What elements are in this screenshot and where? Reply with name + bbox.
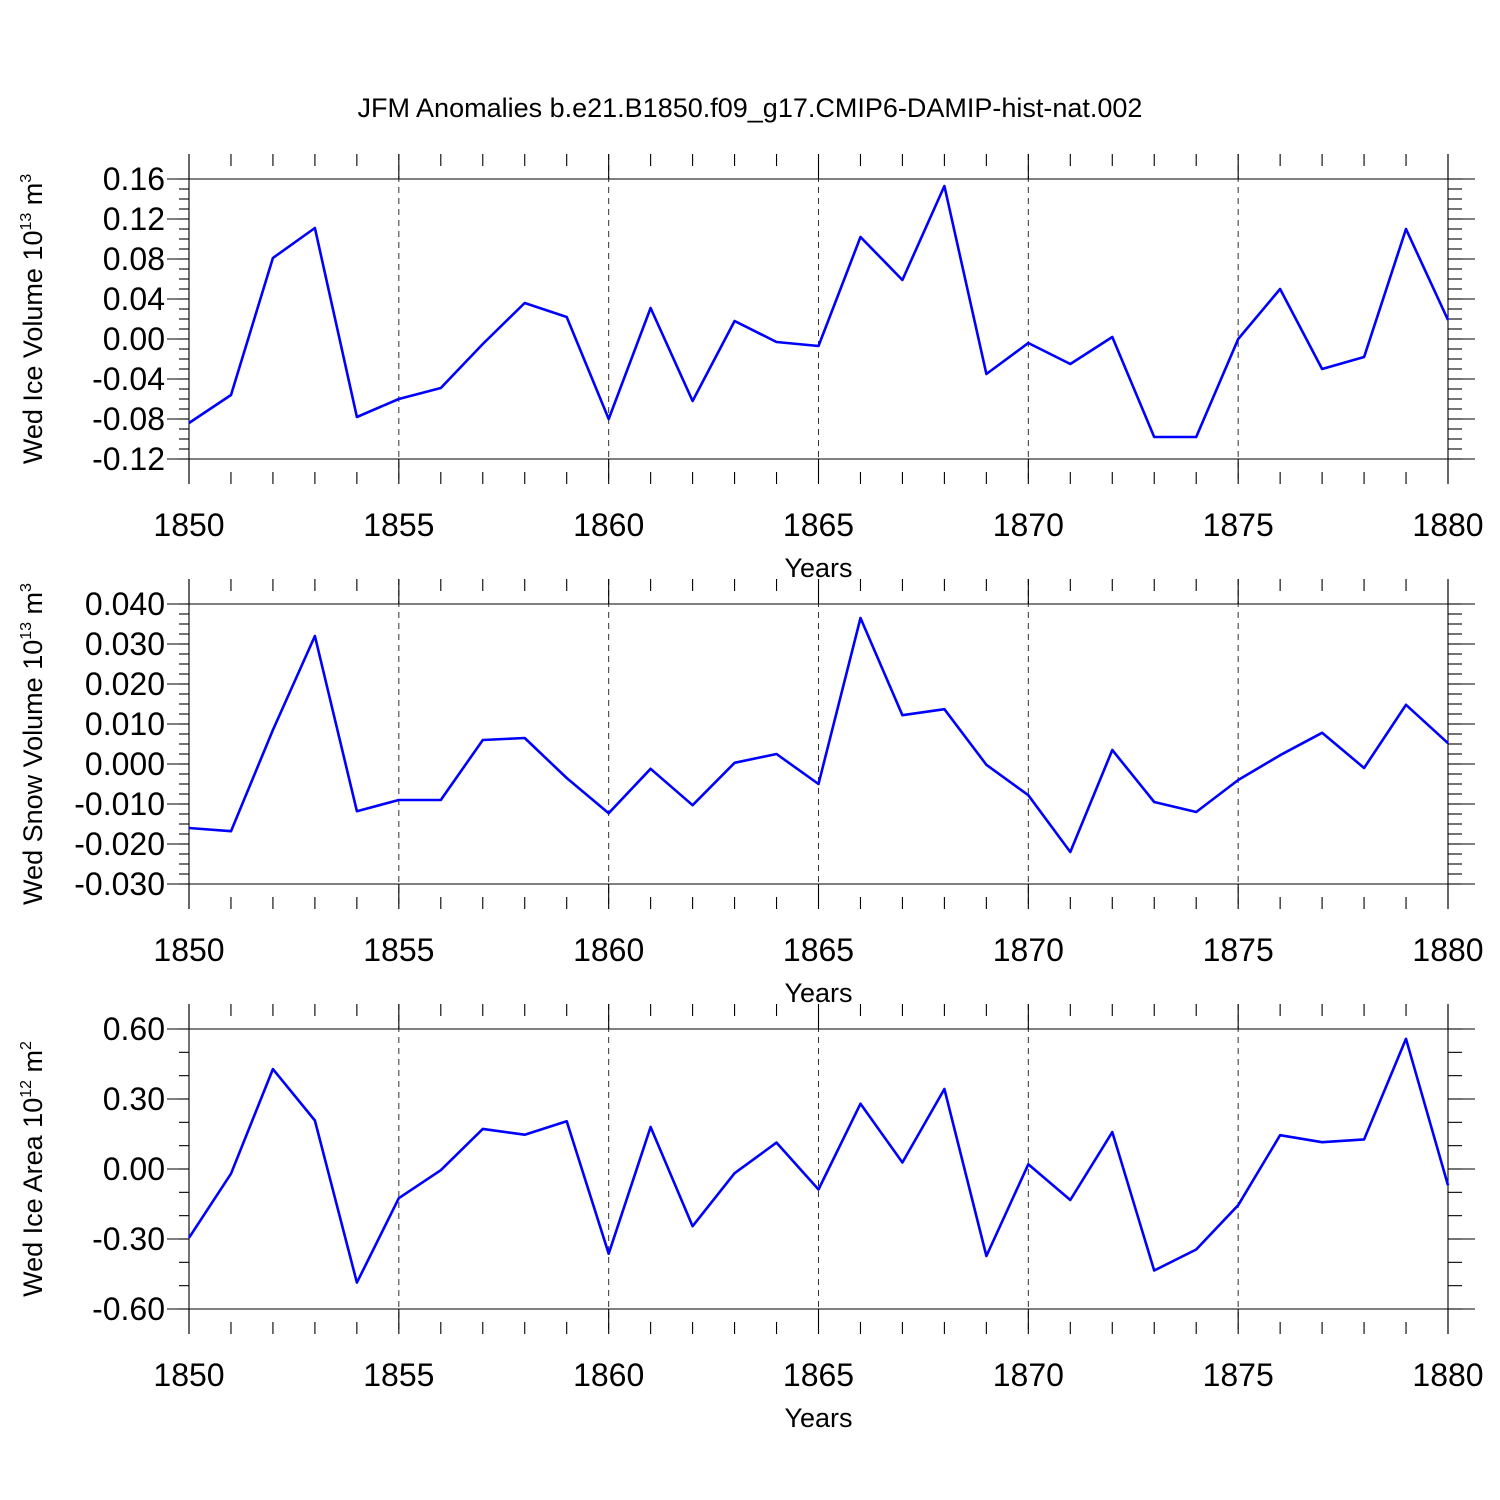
panel1-y-axis-title-unit: m	[18, 592, 48, 622]
panel2-ytick-label: 0.30	[103, 1081, 165, 1117]
panel1-ytick-label: 0.000	[85, 746, 165, 782]
panel1-ytick-label: -0.010	[74, 786, 165, 822]
panel1-ytick-label: -0.030	[74, 866, 165, 902]
panel1-xtick-label: 1850	[153, 932, 224, 968]
panel2-series-line	[187, 1037, 1450, 1284]
panel0-y-axis-title-exp: 13	[18, 213, 35, 231]
panel0-xtick-label: 1875	[1203, 507, 1274, 543]
panel0-ytick-label: 0.04	[103, 281, 165, 317]
panel1-y-axis-title: Wed Snow Volume 1013 m3	[18, 583, 48, 905]
panel1-xtick-label: 1855	[363, 932, 434, 968]
panel1-series-line	[188, 616, 1449, 854]
panel0-ytick-label: 0.12	[103, 201, 165, 237]
panel0-x-axis-title: Years	[784, 553, 852, 583]
panel1-ytick-label: 0.010	[85, 706, 165, 742]
panel2-xtick-label: 1865	[783, 1357, 854, 1393]
panel0-y-axis-title-unit: m	[18, 183, 48, 213]
panel0-y-axis-title-text: Wed Ice Volume 10	[18, 231, 48, 465]
panel1-y-axis-title-exp: 13	[18, 622, 35, 640]
panel0-ytick-label: -0.04	[92, 361, 165, 397]
panel0-xtick-label: 1880	[1412, 507, 1483, 543]
panel1-ytick-label: -0.020	[74, 826, 165, 862]
panel2-y-axis-title: Wed Ice Area 1012 m2	[18, 1041, 48, 1297]
panel-ice-area: 1850 1855 1860 1865 1870 1875 1880 0.60 0.30 0.00…	[18, 1004, 1484, 1433]
panel0-xtick-label: 1865	[783, 507, 854, 543]
panel1-ytick-label: 0.030	[85, 626, 165, 662]
panel0-y-axis-title: Wed Ice Volume 1013 m3	[18, 174, 48, 464]
panel2-xtick-label: 1855	[363, 1357, 434, 1393]
panel1-ytick-label: 0.040	[85, 586, 165, 622]
panel2-xtick-label: 1880	[1412, 1357, 1483, 1393]
panel2-xtick-label: 1860	[573, 1357, 644, 1393]
panel0-xtick-label: 1860	[573, 507, 644, 543]
panel2-ytick-label: -0.30	[92, 1221, 165, 1257]
panel0-y-axis-title-unit-exp: 3	[18, 174, 35, 183]
panel0-ytick-label: 0.00	[103, 321, 165, 357]
panel1-y-axis-title-unit-exp: 3	[18, 583, 35, 592]
panel1-xtick-label: 1865	[783, 932, 854, 968]
panel1-ytick-label: 0.020	[85, 666, 165, 702]
chart-title: JFM Anomalies b.e21.B1850.f09_g17.CMIP6-…	[358, 93, 1143, 123]
panel0-series-line	[188, 184, 1450, 439]
panel1-xtick-label: 1870	[993, 932, 1064, 968]
panel2-y-axis-title-unit-exp: 2	[18, 1041, 35, 1050]
panel-ice-volume: 1850 1855 1860 1865 1870 1875 1880 0.16 0.12 0.08…	[18, 154, 1484, 583]
panel0-xtick-label: 1855	[363, 507, 434, 543]
panel0-xtick-label: 1870	[993, 507, 1064, 543]
panel2-ytick-label: 0.00	[103, 1151, 165, 1187]
panel2-xtick-label: 1850	[153, 1357, 224, 1393]
panel-snow-volume: 1850 1855 1860 1865 1870 1875 1880 0.040 0.030 0.…	[18, 579, 1484, 1008]
panel1-x-axis-title: Years	[784, 978, 852, 1008]
panel2-xtick-label: 1875	[1203, 1357, 1274, 1393]
panel1-y-axis-title-text: Wed Snow Volume 10	[18, 640, 48, 905]
panel0-xtick-label: 1850	[153, 507, 224, 543]
panel0-ytick-label: 0.16	[103, 161, 165, 197]
panel1-xtick-label: 1860	[573, 932, 644, 968]
panel2-y-axis-title-unit: m	[18, 1050, 48, 1080]
panel2-y-axis-title-exp: 12	[18, 1080, 35, 1098]
panel1-xtick-label: 1880	[1412, 932, 1483, 968]
panel2-xtick-label: 1870	[993, 1357, 1064, 1393]
panel2-y-axis-title-text: Wed Ice Area 10	[18, 1098, 48, 1297]
panel0-ytick-label: -0.12	[92, 441, 165, 477]
panel2-ytick-label: -0.60	[92, 1291, 165, 1327]
panel1-xtick-label: 1875	[1203, 932, 1274, 968]
panel0-ytick-label: 0.08	[103, 241, 165, 277]
panel2-x-axis-title: Years	[784, 1403, 852, 1433]
panel2-ytick-label: 0.60	[103, 1011, 165, 1047]
panel0-ytick-label: -0.08	[92, 401, 165, 437]
